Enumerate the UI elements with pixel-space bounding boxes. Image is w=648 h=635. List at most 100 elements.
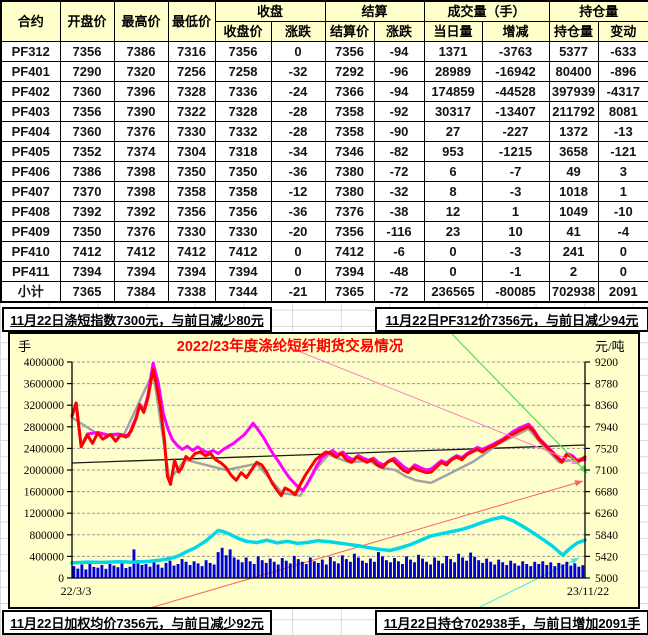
cell-当日量: 236565 bbox=[423, 281, 483, 303]
cell-当日量: 174859 bbox=[423, 81, 483, 102]
cell-最低价: 7316 bbox=[167, 41, 216, 62]
cell-收盘价: 7258 bbox=[214, 61, 272, 82]
cell-收盘价: 7356 bbox=[214, 41, 272, 62]
cell-变动: 8081 bbox=[597, 101, 648, 122]
col-header-0: 合约 bbox=[0, 0, 61, 42]
cell-当日量: 1371 bbox=[423, 41, 483, 62]
cell-收盘价: 7350 bbox=[214, 161, 272, 182]
cell-最高价: 7412 bbox=[113, 241, 169, 262]
cell-结算价: 7365 bbox=[324, 281, 375, 303]
svg-text:23/11/22: 23/11/22 bbox=[567, 584, 609, 598]
table-row-PF408: PF408 7392 7392 7356 7356 -36 7376 -38 12 1 1049 -1… bbox=[0, 201, 648, 222]
table-row-PF312: PF312 7356 7386 7316 7356 0 7356 -94 1371 -3763 53… bbox=[0, 41, 648, 62]
cell-开盘价: 7360 bbox=[59, 121, 115, 142]
chart-labels: 手 元/吨 22/3/3 23/11/22 2022/23年度涤纶短纤期货交易情况 bbox=[18, 337, 625, 598]
cell-涨跌: -72 bbox=[373, 161, 425, 182]
cell-变动: 0 bbox=[597, 261, 648, 282]
cell-涨跌: -36 bbox=[270, 201, 326, 222]
svg-text:7940: 7940 bbox=[595, 422, 618, 434]
svg-text:0: 0 bbox=[58, 573, 64, 585]
cell-收盘价: 7356 bbox=[214, 201, 272, 222]
cell-持仓量: 397939 bbox=[548, 81, 599, 102]
cell-最高价: 7392 bbox=[113, 201, 169, 222]
cell-增减: -227 bbox=[481, 121, 550, 142]
cell-当日量: 27 bbox=[423, 121, 483, 142]
info-bar-pf312-price: 11月22日PF312价7356元，与前日减少94元 bbox=[375, 307, 648, 332]
cell-涨跌: -21 bbox=[270, 281, 326, 303]
cell-结算价: 7292 bbox=[324, 61, 375, 82]
table-row-小计: 小计 7365 7384 7338 7344 -21 7365 -72 236565 -80085… bbox=[0, 281, 648, 303]
cell-涨跌: -36 bbox=[270, 161, 326, 182]
cell-增减: -7 bbox=[481, 161, 550, 182]
cell-增减: -44528 bbox=[481, 81, 550, 102]
svg-text:5840: 5840 bbox=[595, 530, 618, 542]
cell-最高价: 7376 bbox=[113, 221, 169, 242]
table-row-PF401: PF401 7290 7320 7256 7258 -32 7292 -96 28989 -169… bbox=[0, 61, 648, 82]
svg-text:4000000: 4000000 bbox=[24, 357, 65, 369]
cell-合约: PF403 bbox=[0, 101, 61, 122]
futures-table: 合约 开盘价 最高价 最低价 收盘 结算 成交量（手） 持仓量 收盘价 涨跌 结算价 涨跌 当日量 增减持… bbox=[0, 0, 648, 303]
sub-header-7: 变动 bbox=[597, 21, 648, 42]
group-header-3: 持仓量 bbox=[548, 0, 648, 22]
cell-最高价: 7390 bbox=[113, 101, 169, 122]
svg-text:5420: 5420 bbox=[595, 551, 618, 563]
cell-增减: -1 bbox=[481, 261, 550, 282]
table-body: PF312 7356 7386 7316 7356 0 7356 -94 1371 -3763 53… bbox=[0, 41, 648, 303]
cell-合约: PF411 bbox=[0, 261, 61, 282]
cell-变动: -121 bbox=[597, 141, 648, 162]
svg-text:6680: 6680 bbox=[595, 487, 618, 499]
cell-合约: PF410 bbox=[0, 241, 61, 262]
svg-text:5000: 5000 bbox=[595, 573, 618, 585]
sub-header-1: 涨跌 bbox=[270, 21, 326, 42]
cell-收盘价: 7328 bbox=[214, 101, 272, 122]
cell-涨跌: -32 bbox=[373, 181, 425, 202]
cell-当日量: 0 bbox=[423, 261, 483, 282]
chart-title: 2022/23年度涤纶短纤期货交易情况 bbox=[177, 337, 404, 355]
cell-最低价: 7330 bbox=[167, 121, 216, 142]
cell-合约: PF407 bbox=[0, 181, 61, 202]
cell-变动: -633 bbox=[597, 41, 648, 62]
cell-涨跌: -28 bbox=[270, 121, 326, 142]
cell-开盘价: 7365 bbox=[59, 281, 115, 303]
cell-涨跌: -6 bbox=[373, 241, 425, 262]
cell-合约: PF408 bbox=[0, 201, 61, 222]
table-row-PF406: PF406 7386 7398 7350 7350 -36 7380 -72 6 -7 49 3 bbox=[0, 161, 648, 182]
cell-当日量: 23 bbox=[423, 221, 483, 242]
open-interest-line bbox=[70, 515, 587, 565]
sub-header-6: 持仓量 bbox=[548, 21, 599, 42]
cell-最高价: 7398 bbox=[113, 161, 169, 182]
svg-text:2400000: 2400000 bbox=[24, 443, 65, 455]
cell-持仓量: 1049 bbox=[548, 201, 599, 222]
svg-text:22/3/3: 22/3/3 bbox=[61, 584, 92, 598]
group-header-0: 收盘 bbox=[214, 0, 326, 22]
cell-合约: PF409 bbox=[0, 221, 61, 242]
cell-最低价: 7328 bbox=[167, 81, 216, 102]
sub-header-4: 当日量 bbox=[423, 21, 483, 42]
cell-最低价: 7350 bbox=[167, 161, 216, 182]
cell-当日量: 8 bbox=[423, 181, 483, 202]
table-header: 合约 开盘价 最高价 最低价 收盘 结算 成交量（手） 持仓量 收盘价 涨跌 结算价 涨跌 当日量 增减持… bbox=[0, 0, 648, 42]
cell-当日量: 28989 bbox=[423, 61, 483, 82]
sub-header-2: 结算价 bbox=[324, 21, 375, 42]
cell-变动: -10 bbox=[597, 201, 648, 222]
cell-涨跌: 0 bbox=[270, 41, 326, 62]
cell-最低价: 7304 bbox=[167, 141, 216, 162]
cell-开盘价: 7370 bbox=[59, 181, 115, 202]
cell-涨跌: -94 bbox=[373, 81, 425, 102]
svg-text:9200: 9200 bbox=[595, 357, 618, 369]
cell-涨跌: -116 bbox=[373, 221, 425, 242]
cell-涨跌: -20 bbox=[270, 221, 326, 242]
table-row-PF403: PF403 7356 7390 7322 7328 -28 7358 -92 30317 -134… bbox=[0, 101, 648, 122]
cell-收盘价: 7336 bbox=[214, 81, 272, 102]
cell-涨跌: -28 bbox=[270, 101, 326, 122]
svg-text:手: 手 bbox=[18, 339, 31, 354]
cell-结算价: 7358 bbox=[324, 121, 375, 142]
cell-变动: -4 bbox=[597, 221, 648, 242]
cell-最低价: 7338 bbox=[167, 281, 216, 303]
info-bar-index-price: 11月22日涤短指数7300元，与前日减少80元 bbox=[2, 307, 272, 332]
cell-合约: PF312 bbox=[0, 41, 61, 62]
cell-开盘价: 7386 bbox=[59, 161, 115, 182]
cell-合约: PF401 bbox=[0, 61, 61, 82]
svg-text:6260: 6260 bbox=[595, 508, 618, 520]
cell-持仓量: 241 bbox=[548, 241, 599, 262]
